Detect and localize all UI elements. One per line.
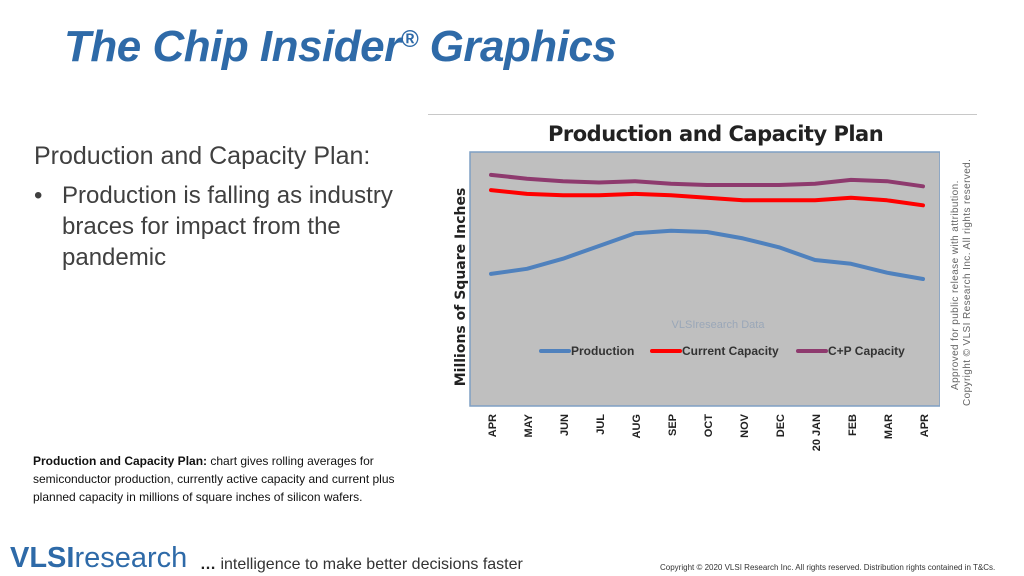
cp-capacity-line-point [885,180,889,183]
bullet-item: • Production is falling as industry brac… [34,180,424,273]
x-tick-label: SEP [667,414,679,436]
x-tick-label: DEC [775,414,787,437]
cp-capacity-line-point [813,182,817,185]
bullet-marker: • [34,182,43,209]
production-line-point [921,277,925,281]
production-line-point [597,244,601,248]
plot-area [469,151,940,407]
cp-capacity-line-point [669,182,673,185]
current-capacity-line-point [489,188,493,192]
caption-bold: Production and Capacity Plan: [33,454,208,468]
x-tick-label: FEB [847,414,859,436]
footer-copyright: Copyright © 2020 VLSI Research Inc. All … [660,563,996,572]
current-capacity-line-point [849,196,853,199]
current-capacity-line-point [633,192,637,196]
registered-mark: ® [400,26,419,53]
chart-caption: Production and Capacity Plan: chart give… [33,452,433,506]
production-line-point [849,262,853,265]
current-capacity-line-point [705,196,709,199]
production-line-point [633,232,637,235]
legend-label-current-capacity: Current Capacity [682,344,779,358]
current-capacity-line-point [921,204,925,207]
production-line-point [489,272,493,276]
x-tick-label: MAR [883,414,895,439]
x-tick-label: NOV [739,413,751,438]
current-capacity-line-point [597,193,601,197]
x-tick-label: AUG [631,414,643,438]
current-capacity-line-point [669,193,673,197]
bullet-text: Production is falling as industry braces… [62,182,393,271]
side-note: Approved for public release with attribu… [948,159,978,410]
legend-label-cp-capacity: C+P Capacity [828,344,905,358]
x-tick-label: APR [487,414,499,437]
side-note-copyright: Copyright © VLSI Research Inc. All right… [962,158,973,406]
x-tick-label: JUL [595,414,607,435]
vlsi-logo: VLSIresearch [10,542,188,574]
chart-title: Production and Capacity Plan [548,122,884,146]
y-axis-label: Millions of Square Inches [453,188,469,387]
x-tick-label: APR [919,414,931,437]
slide-title: The Chip Insider® Graphics [64,22,617,71]
cp-capacity-line-point [525,177,529,180]
current-capacity-line-point [813,199,817,202]
current-capacity-line-point [561,193,565,197]
cp-capacity-line-point [489,173,493,177]
current-capacity-line-point [525,192,529,196]
x-tick-label: OCT [703,414,715,438]
current-capacity-line-point [885,199,889,202]
legend-label-production: Production [571,344,634,358]
tagline: … intelligence to make better decisions … [200,556,523,573]
cp-capacity-line-point [597,181,601,184]
production-line-point [813,258,817,262]
cp-capacity-line-point [777,183,781,187]
production-capacity-chart: Millions of Square Inches VLSIresearch Da… [453,151,940,451]
cp-capacity-line-point [921,185,925,188]
production-line-point [777,246,781,249]
current-capacity-line-point [741,199,745,202]
section-heading: Production and Capacity Plan: [34,142,371,170]
cp-capacity-line-point [741,183,745,187]
divider-rule [428,114,977,115]
production-line-point [741,237,745,240]
current-capacity-line-point [777,199,781,202]
cp-capacity-line-point [561,180,565,183]
caption-text: chart gives rolling averages for semicon… [33,454,395,504]
production-line-point [705,230,709,234]
production-line-point [669,229,673,232]
chart-watermark: VLSIresearch Data [672,319,766,331]
cp-capacity-line-point [849,178,853,182]
x-tick-label: MAY [523,413,535,437]
production-line-point [525,267,529,271]
cp-capacity-line-point [633,180,637,183]
x-tick-label: 20 JAN [811,414,823,451]
x-tick-label: JUN [559,414,571,436]
production-line-point [561,257,565,260]
side-note-approved: Approved for public release with attribu… [950,180,961,390]
production-line-point [885,271,889,274]
cp-capacity-line-point [705,183,709,187]
